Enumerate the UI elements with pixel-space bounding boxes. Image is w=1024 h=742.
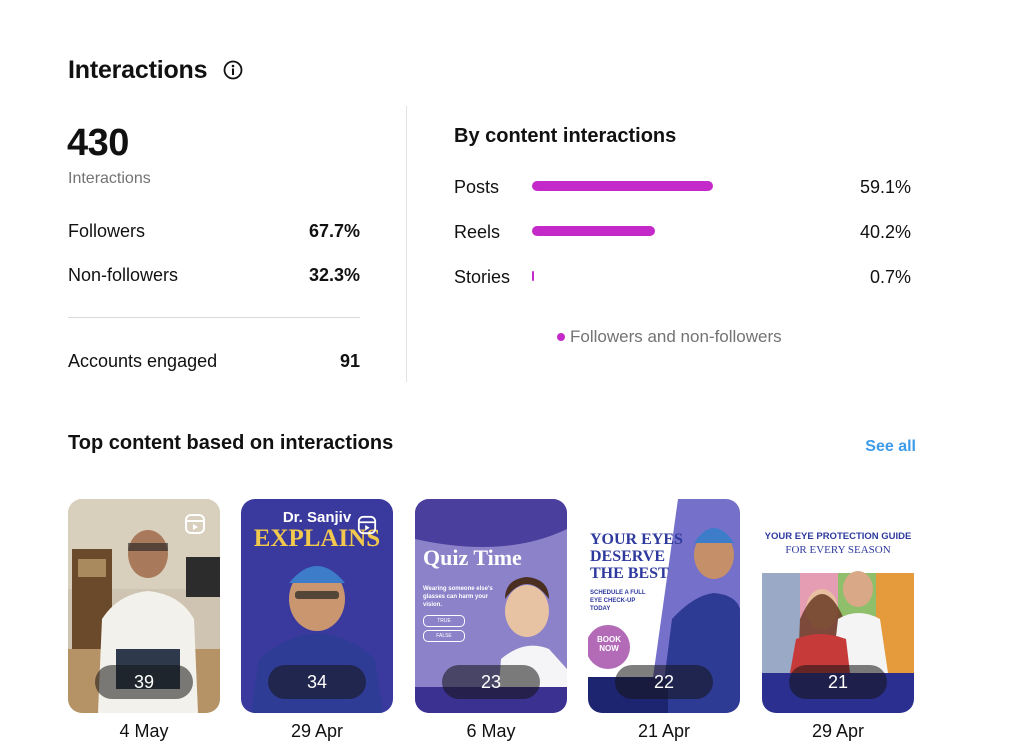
info-icon[interactable]: [223, 60, 243, 80]
reels-label: Reels: [454, 222, 501, 242]
content-date-3: 6 May: [466, 721, 516, 741]
content-card-1[interactable]: 39: [68, 499, 220, 713]
thumbnail-3-true: TRUE: [423, 615, 465, 627]
content-date-5: 29 Apr: [811, 721, 865, 741]
content-card-4[interactable]: YOUR EYES DESERVE THE BEST SCHEDULE A FU…: [588, 499, 740, 713]
non-followers-label: Non-followers: [68, 265, 179, 285]
thumbnail-4-cta: BOOK NOW: [597, 635, 621, 653]
thumbnail-5-subheading: FOR EVERY SEASON: [785, 544, 891, 556]
non-followers-value: 32.3%: [308, 265, 360, 285]
stories-bar: [532, 271, 534, 281]
see-all-link[interactable]: See all: [865, 438, 916, 455]
by-content-title: By content interactions: [454, 125, 677, 147]
accounts-engaged-value: 91: [339, 351, 360, 371]
posts-label: Posts: [454, 177, 500, 197]
total-interactions-label: Interactions: [68, 170, 151, 187]
thumbnail-5-heading: YOUR EYE PROTECTION GUIDE: [764, 531, 912, 542]
thumbnail-2-heading: Dr. Sanjiv: [282, 509, 352, 526]
interaction-count: 21: [789, 665, 887, 699]
thumbnail-4-heading: YOUR EYES DESERVE THE BEST: [590, 531, 683, 582]
thumbnail-3-heading: Quiz Time: [423, 545, 522, 570]
content-card-5[interactable]: YOUR EYE PROTECTION GUIDE FOR EVERY SEAS…: [762, 499, 914, 713]
legend-dot: [557, 333, 565, 341]
summary-divider: [68, 317, 360, 318]
content-date-2: 29 Apr: [290, 721, 344, 741]
total-interactions: 430: [67, 122, 129, 164]
content-card-3[interactable]: Quiz Time Wearing someone else's glasses…: [415, 499, 567, 713]
reel-icon: [185, 514, 205, 534]
interaction-count: 22: [615, 665, 713, 699]
followers-value: 67.7%: [308, 221, 360, 241]
content-card-2[interactable]: Dr. Sanjiv EXPLAINS 34: [241, 499, 393, 713]
interaction-count: 23: [442, 665, 540, 699]
posts-bar: [532, 181, 713, 191]
reels-value: 40.2%: [859, 222, 911, 242]
stories-label: Stories: [454, 267, 511, 287]
thumbnail-3-false: FALSE: [423, 630, 465, 642]
legend-label: Followers and non-followers: [570, 327, 782, 346]
thumbnail-4-subtext: SCHEDULE A FULL EYE CHECK-UP TODAY: [590, 590, 646, 612]
reel-icon: [357, 515, 377, 535]
reels-bar: [532, 226, 655, 236]
followers-label: Followers: [68, 221, 146, 241]
interaction-count: 39: [95, 665, 193, 699]
posts-value: 59.1%: [859, 177, 911, 197]
thumbnail-4: [588, 499, 740, 713]
thumbnail-3-question: Wearing someone else's glasses can harm …: [423, 586, 493, 608]
content-date-1: 4 May: [119, 721, 169, 741]
content-date-4: 21 Apr: [637, 721, 691, 741]
accounts-engaged-label: Accounts engaged: [68, 351, 218, 371]
column-divider: [406, 106, 407, 382]
page-title: Interactions: [68, 56, 208, 84]
top-content-title: Top content based on interactions: [68, 432, 394, 454]
interaction-count: 34: [268, 665, 366, 699]
stories-value: 0.7%: [869, 267, 911, 287]
